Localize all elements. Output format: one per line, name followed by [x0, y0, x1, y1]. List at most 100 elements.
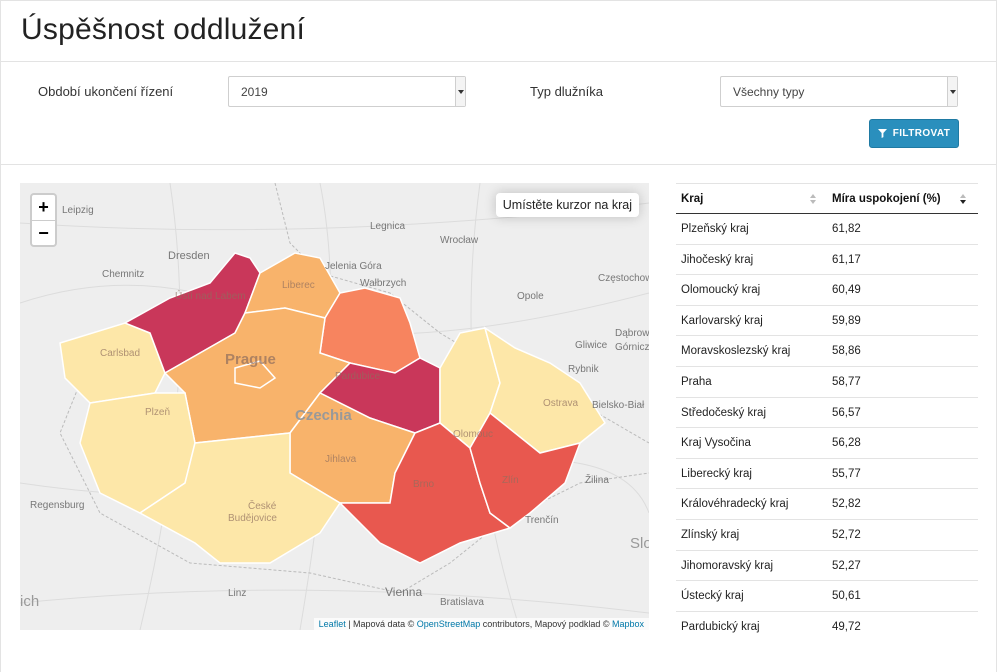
- cell-region: Praha: [681, 375, 712, 388]
- filter-button[interactable]: FILTROVAT: [869, 119, 959, 148]
- map-city-label: Ústí nad Labem: [175, 291, 246, 302]
- filter-button-label: FILTROVAT: [892, 128, 951, 139]
- sort-icon[interactable]: [810, 194, 816, 205]
- period-select-value: 2019: [241, 85, 268, 99]
- period-label: Období ukončení řízení: [38, 84, 174, 99]
- map-city-label: Liberec: [282, 280, 315, 291]
- map-city-label: Regensburg: [30, 500, 85, 511]
- zoom-in-button[interactable]: +: [38, 197, 49, 217]
- table-row: Středočeský kraj 56,57: [676, 398, 978, 429]
- leaflet-link[interactable]: Leaflet: [318, 619, 346, 629]
- cell-rate: 61,17: [832, 253, 861, 266]
- table-row: Královéhradecký kraj 52,82: [676, 489, 978, 520]
- map-city-label: Plzeň: [145, 407, 171, 418]
- cell-region: Olomoucký kraj: [681, 284, 761, 297]
- map-info-box: Umístěte kurzor na kraj: [495, 193, 639, 217]
- chevron-down-icon: [455, 77, 465, 106]
- cell-rate: 60,49: [832, 284, 861, 297]
- region-karlovarsky[interactable]: [59, 322, 166, 404]
- map-city-label: Górnicza: [615, 342, 649, 353]
- page-header: Úspěšnost oddlužení: [0, 0, 997, 62]
- map-city-label: Chemnitz: [102, 269, 145, 280]
- debtor-type-label: Typ dlužníka: [530, 84, 603, 99]
- map-city-label: České: [248, 501, 277, 512]
- map-city-label: Dresden: [168, 250, 210, 262]
- cell-region: Zlínský kraj: [681, 528, 740, 541]
- map-city-label: Ostrava: [543, 398, 579, 409]
- map-city-label: ich: [20, 593, 40, 610]
- mapbox-link[interactable]: Mapbox: [611, 619, 644, 629]
- sort-desc-icon[interactable]: [960, 194, 966, 205]
- map-city-label: Budějovice: [228, 513, 277, 524]
- cell-rate: 49,72: [832, 620, 861, 633]
- column-header-region[interactable]: Kraj: [681, 193, 704, 205]
- table-row: Zlínský kraj 52,72: [676, 520, 978, 551]
- cell-region: Ústecký kraj: [681, 590, 744, 603]
- cell-region: Pardubický kraj: [681, 620, 760, 633]
- cell-rate: 52,27: [832, 559, 861, 572]
- region-moravskoslezsky[interactable]: [483, 326, 606, 454]
- cell-region: Karlovarský kraj: [681, 314, 763, 327]
- table-body: Plzeňský kraj 61,82 Jihočeský kraj 61,17 Olo…: [676, 214, 978, 642]
- map-city-label: Prague: [225, 351, 276, 368]
- table-row: Liberecký kraj 55,77: [676, 459, 978, 490]
- osm-link[interactable]: OpenStreetMap: [416, 619, 481, 629]
- filter-icon: [877, 129, 887, 138]
- map-city-label: Brno: [413, 479, 435, 490]
- map-city-label: Opole: [517, 291, 544, 302]
- cell-rate: 61,82: [832, 223, 861, 235]
- region-map[interactable]: Leipzig Dresden Chemnitz Legnica Wrocław…: [20, 183, 649, 630]
- table-row: Karlovarský kraj 59,89: [676, 306, 978, 337]
- region-zlinsky[interactable]: [469, 411, 582, 529]
- map-city-label: Leipzig: [62, 205, 94, 216]
- period-select[interactable]: 2019: [228, 76, 466, 107]
- cell-region: Jihočeský kraj: [681, 253, 754, 266]
- map-city-label: Žilina: [585, 475, 609, 486]
- map-city-label: Carlsbad: [100, 348, 141, 359]
- map-city-label: Wałbrzych: [360, 278, 407, 289]
- attribution-text: contributors, Mapový podklad ©: [480, 619, 612, 629]
- map-city-label: Dąbrowa: [615, 328, 649, 339]
- map-city-label: Gliwice: [575, 340, 608, 351]
- column-header-rate[interactable]: Míra uspokojení (%): [832, 193, 941, 205]
- map-basemap: [20, 183, 649, 630]
- table-row: Plzeňský kraj 61,82: [676, 214, 978, 245]
- cell-rate: 50,61: [832, 590, 861, 603]
- table-row: Praha 58,77: [676, 367, 978, 398]
- debtor-type-select[interactable]: Všechny typy: [720, 76, 958, 107]
- cell-region: Liberecký kraj: [681, 467, 752, 480]
- table-row: Kraj Vysočina 56,28: [676, 428, 978, 459]
- cell-rate: 55,77: [832, 467, 861, 480]
- cell-region: Plzeňský kraj: [681, 223, 749, 235]
- map-city-label: Olomouc: [453, 429, 494, 440]
- table-row: Moravskoslezský kraj 58,86: [676, 336, 978, 367]
- attribution-text: | Mapová data ©: [345, 619, 417, 629]
- table-row: Jihočeský kraj 61,17: [676, 245, 978, 276]
- cell-rate: 52,72: [832, 528, 861, 541]
- map-city-label: Vienna: [385, 585, 423, 599]
- map-city-label: Bielsko-Biał: [592, 400, 645, 411]
- cell-rate: 59,89: [832, 314, 861, 327]
- debtor-type-select-value: Všechny typy: [733, 85, 805, 99]
- map-country-label: Czechia: [295, 407, 352, 424]
- map-city-label: Bratislava: [440, 597, 484, 608]
- map-city-label: Linz: [228, 588, 247, 599]
- map-city-label: Jihlava: [325, 454, 357, 465]
- table-row: Olomoucký kraj 60,49: [676, 275, 978, 306]
- map-city-label: Trenčín: [525, 515, 559, 526]
- cell-region: Královéhradecký kraj: [681, 498, 789, 511]
- cell-rate: 52,82: [832, 498, 861, 511]
- map-city-label: Wrocław: [440, 235, 479, 246]
- map-city-label: Pardubice: [335, 371, 381, 382]
- map-city-label: Rybnik: [568, 364, 599, 375]
- map-city-label: Częstochow: [598, 273, 649, 284]
- table-header: Kraj Míra uspokojení (%): [676, 183, 978, 214]
- zoom-control: + −: [30, 193, 57, 247]
- table-row: Pardubický kraj 49,72: [676, 612, 978, 643]
- cell-region: Jihomoravský kraj: [681, 559, 774, 572]
- map-city-label: Legnica: [370, 221, 406, 232]
- filter-bar: Období ukončení řízení 2019 Typ dlužníka…: [0, 62, 997, 165]
- region-praha[interactable]: [234, 360, 277, 389]
- map-city-label: Slo: [630, 535, 649, 552]
- zoom-out-button[interactable]: −: [32, 220, 55, 245]
